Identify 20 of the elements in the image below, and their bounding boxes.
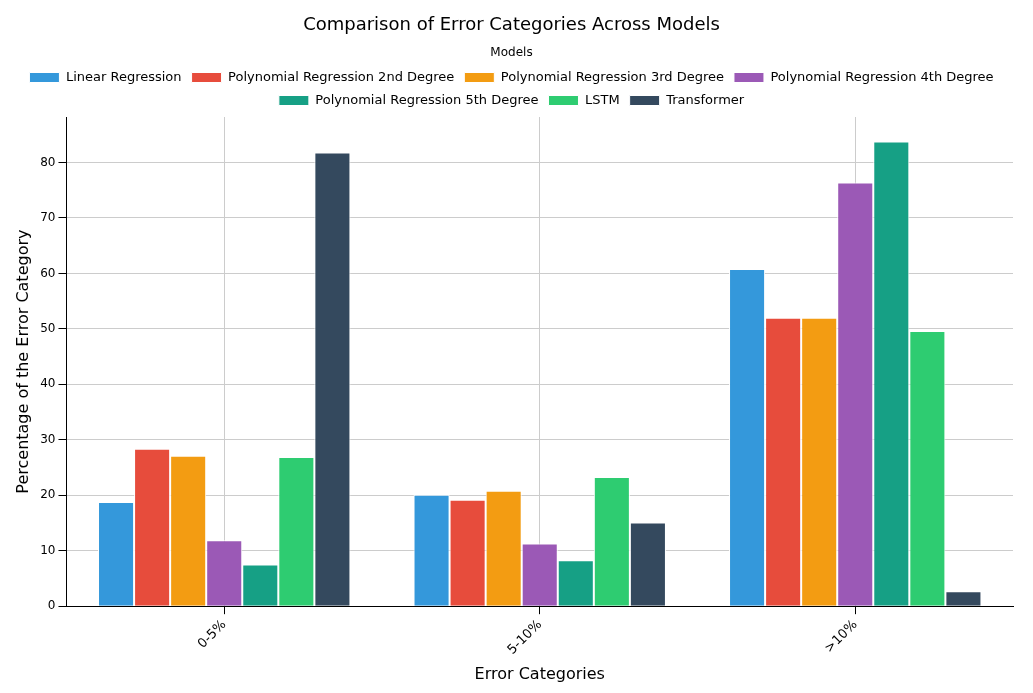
legend-label: Polynomial Regression 4th Degree — [770, 68, 994, 84]
y-tick-label: 10 — [40, 542, 56, 557]
y-tick-label: 70 — [40, 210, 56, 225]
y-tick-label: 50 — [40, 320, 56, 335]
legend-label: Polynomial Regression 3rd Degree — [500, 68, 724, 84]
y-axis-title: Percentage of the Error Category — [12, 229, 32, 494]
x-axis-title: Error Categories — [474, 663, 605, 683]
legend-label: Polynomial Regression 5th Degree — [315, 91, 539, 107]
legend-label: Polynomial Regression 2nd Degree — [228, 68, 455, 84]
y-tick-label: 30 — [40, 431, 56, 446]
legend-label: Transformer — [665, 91, 745, 107]
y-tick-label: 40 — [40, 376, 56, 391]
chart-title: Comparison of Error Categories Across Models — [303, 13, 720, 35]
legend-label: Linear Regression — [65, 68, 182, 84]
legend-title: Models — [490, 44, 533, 59]
y-tick-label: 0 — [47, 598, 56, 613]
y-tick-label: 20 — [40, 487, 56, 502]
y-tick-label: 60 — [40, 265, 56, 280]
legend-label: LSTM — [584, 91, 620, 107]
y-tick-label: 80 — [40, 154, 56, 169]
